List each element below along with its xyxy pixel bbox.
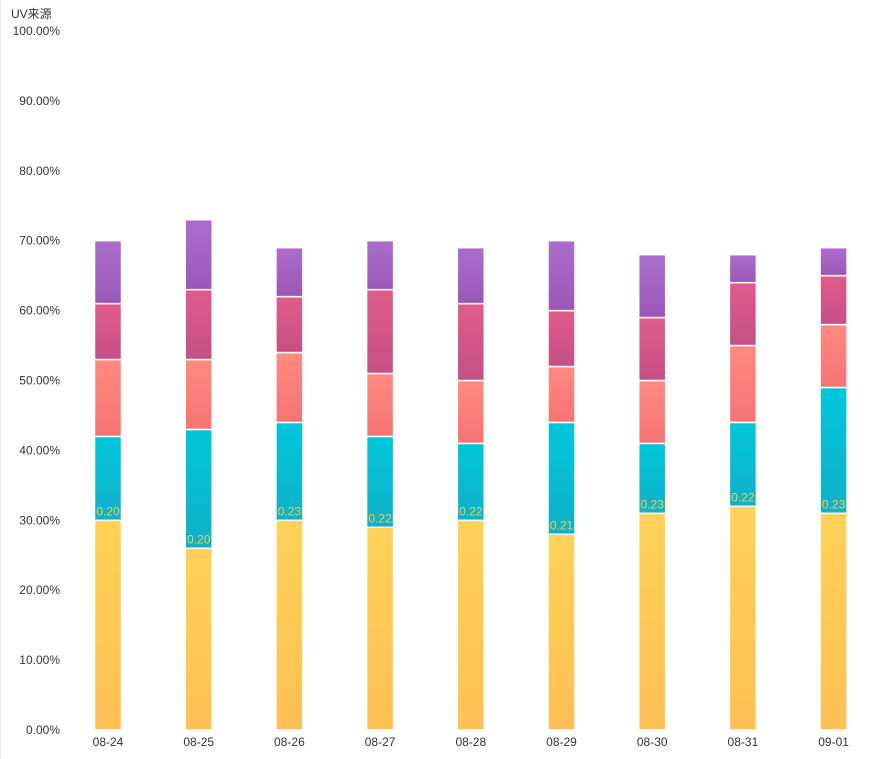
bar-segment[interactable] — [93, 435, 123, 522]
y-tick-label: 60.00% — [19, 304, 60, 318]
y-tick-label: 30.00% — [19, 513, 60, 527]
bar-segment[interactable] — [819, 386, 848, 515]
bar-segment[interactable] — [275, 351, 304, 424]
data-label: 0.21 — [550, 518, 574, 532]
bar-segment[interactable] — [93, 239, 123, 305]
y-tick-label: 20.00% — [19, 583, 60, 597]
bar-segment[interactable] — [547, 365, 576, 424]
x-tick-label: 08-30 — [637, 735, 668, 749]
bar-segment[interactable] — [365, 288, 395, 375]
bar-segment[interactable] — [275, 519, 304, 731]
y-tick-label: 40.00% — [19, 443, 60, 457]
y-tick-label: 100.00% — [13, 24, 61, 38]
x-tick-label: 09-01 — [818, 735, 849, 749]
x-tick-label: 08-29 — [546, 735, 577, 749]
x-tick-label: 08-25 — [183, 735, 214, 749]
bar-segment[interactable] — [275, 246, 304, 298]
bar-segment[interactable] — [184, 218, 213, 291]
bar-segment[interactable] — [547, 239, 576, 312]
x-tick-label: 08-26 — [274, 735, 305, 749]
bar-segment[interactable] — [184, 428, 213, 550]
data-label: 0.23 — [822, 497, 846, 511]
bar-segment[interactable] — [93, 358, 123, 438]
bar-segment[interactable] — [728, 505, 758, 731]
bar-segment[interactable] — [637, 442, 667, 515]
data-label: 0.23 — [641, 497, 665, 511]
y-tick-label: 10.00% — [19, 653, 60, 667]
bar-segment[interactable] — [456, 519, 486, 731]
data-label: 0.20 — [96, 504, 120, 518]
y-axis-label: UV来源 — [11, 7, 52, 21]
bar-segment[interactable] — [819, 246, 848, 277]
bar-segment[interactable] — [184, 547, 213, 731]
bar-segment[interactable] — [365, 526, 395, 731]
bar-segment[interactable] — [547, 533, 576, 731]
y-tick-label: 70.00% — [19, 234, 60, 248]
y-tick-label: 0.00% — [26, 723, 60, 737]
bar-stacks — [93, 218, 848, 731]
y-tick-label: 50.00% — [19, 374, 60, 388]
data-label: 0.22 — [731, 490, 755, 504]
bar-segment[interactable] — [456, 379, 486, 445]
x-tick-label: 08-28 — [455, 735, 486, 749]
bar-segment[interactable] — [547, 309, 576, 368]
bar-segment[interactable] — [456, 442, 486, 522]
y-tick-labels: 0.00% 10.00% 20.00% 30.00% 40.00% 50.00% 60.00… — [13, 24, 61, 737]
data-label: 0.23 — [278, 504, 302, 518]
bar-segment[interactable] — [547, 421, 576, 536]
bar-segment[interactable] — [93, 302, 123, 361]
bar-segment[interactable] — [456, 302, 486, 382]
x-tick-label: 08-27 — [365, 735, 396, 749]
data-label: 0.20 — [187, 532, 211, 546]
bar-segment[interactable] — [637, 253, 667, 319]
bar-segment[interactable] — [819, 323, 848, 389]
bar-segment[interactable] — [184, 358, 213, 431]
bar-segment[interactable] — [637, 316, 667, 382]
bar-segment[interactable] — [275, 295, 304, 354]
bar-segment[interactable] — [728, 344, 758, 424]
y-tick-label: 90.00% — [19, 94, 60, 108]
data-label: 0.22 — [459, 504, 483, 518]
bar-segment[interactable] — [365, 372, 395, 438]
data-label: 0.22 — [368, 511, 392, 525]
bar-segment[interactable] — [728, 421, 758, 508]
bar-segment[interactable] — [728, 281, 758, 347]
bar-segment[interactable] — [728, 253, 758, 284]
bar-segment[interactable] — [819, 274, 848, 326]
bar-segment[interactable] — [93, 519, 123, 731]
bar-segment[interactable] — [637, 379, 667, 445]
bar-segment[interactable] — [819, 512, 848, 731]
bar-segment[interactable] — [637, 512, 667, 731]
bar-segment[interactable] — [184, 288, 213, 361]
x-tick-labels: 08-24 08-25 08-26 08-27 08-28 08-29 08-30 08-31… — [93, 735, 850, 749]
x-tick-label: 08-24 — [93, 735, 124, 749]
bar-segment[interactable] — [275, 421, 304, 522]
data-labels: 0.20 0.20 0.23 0.22 0.22 0.21 0.23 0.22 0.23 — [96, 490, 845, 546]
y-tick-label: 80.00% — [19, 164, 60, 178]
x-tick-label: 08-31 — [728, 735, 759, 749]
bar-segment[interactable] — [456, 246, 486, 305]
bar-segment[interactable] — [365, 239, 395, 291]
